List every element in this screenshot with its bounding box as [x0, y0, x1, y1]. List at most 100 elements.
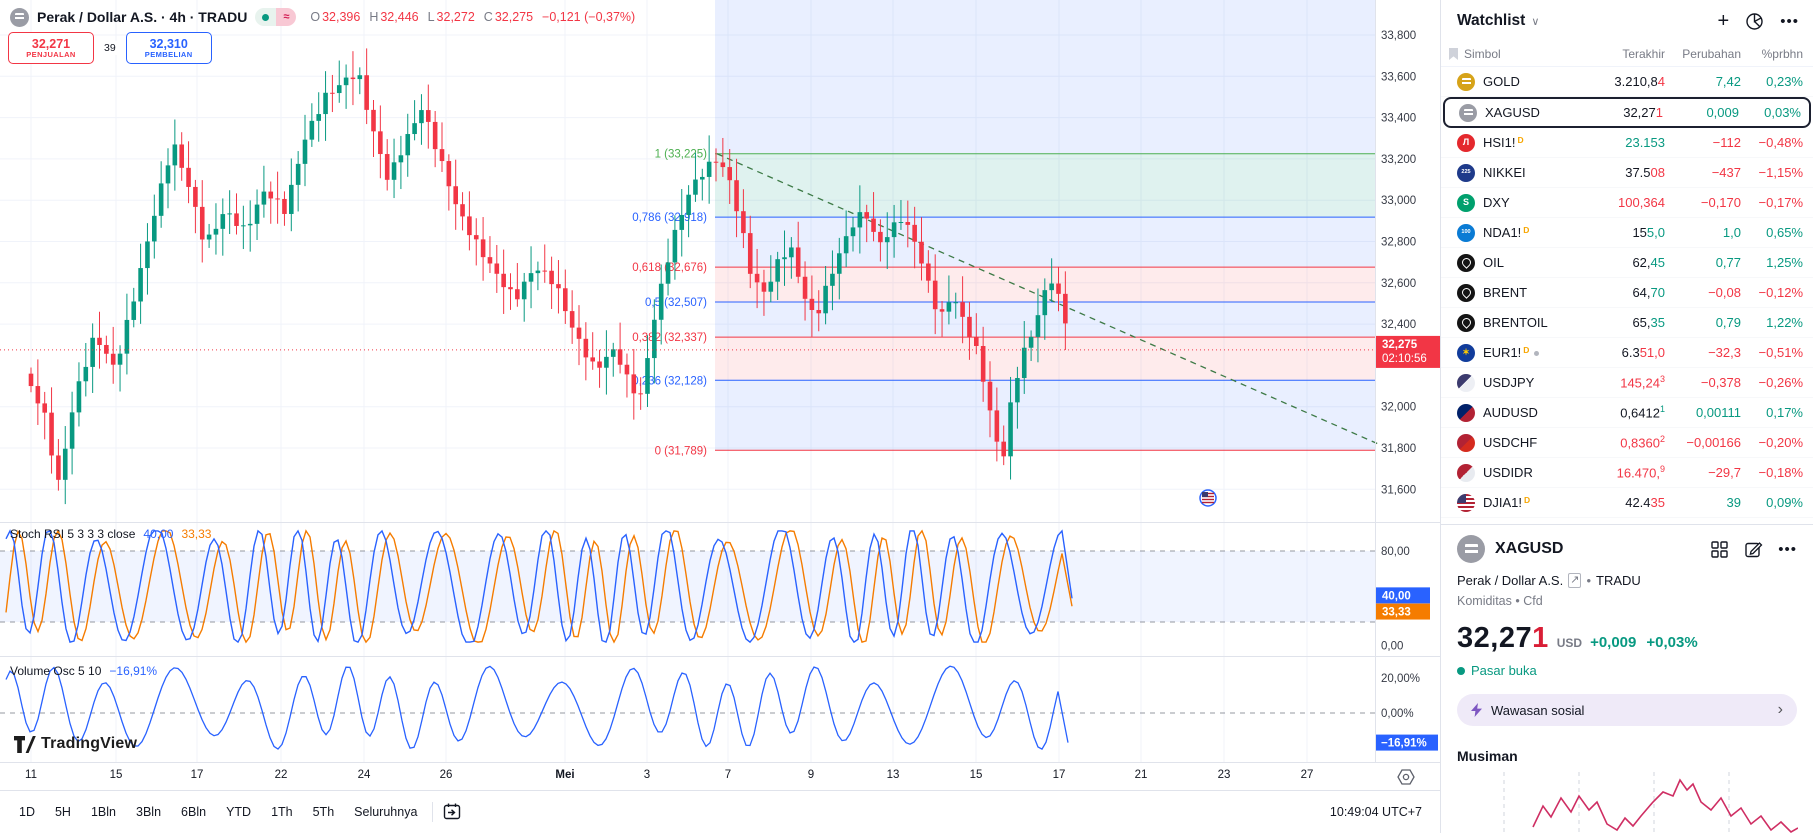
approx-data-icon: ≈ [276, 8, 297, 26]
watchlist-title[interactable]: Watchlist [1457, 12, 1526, 29]
social-insights-button[interactable]: Wawasan sosial › [1457, 694, 1797, 726]
watchlist-row-brent[interactable]: BRENT 64,70 −0,08 −0,12% [1441, 278, 1813, 308]
details-description[interactable]: Perak / Dollar A.S. [1457, 573, 1564, 588]
pct-change-cell: 0,65% [1766, 225, 1803, 240]
range-1d[interactable]: 1D [19, 805, 35, 819]
time-axis-label: 22 [274, 769, 288, 781]
price-tick: 33,800 [1381, 30, 1416, 42]
time-axis-label: 15 [969, 769, 983, 781]
watchlist-menu-icon[interactable]: ••• [1780, 12, 1799, 30]
seasonal-chart[interactable] [1457, 772, 1798, 833]
tradingview-logo[interactable]: TradingView [14, 735, 137, 753]
chart-symbol-title[interactable]: Perak / Dollar A.S. · 4h · TRADU [37, 9, 248, 25]
watchlist-row-hsi1[interactable]: Л HSI1! D 23.153 −112 −0,48% [1441, 128, 1813, 158]
time-axis-label: 26 [439, 769, 453, 781]
buy-button[interactable]: 32,310 PEMBELIAN [125, 32, 212, 64]
trade-buttons: 32,271 PENJUALAN 39 32,310 PEMBELIAN [8, 32, 212, 64]
change-cell: −32,3 [1708, 345, 1741, 360]
watchlist-row-brentoil[interactable]: BRENTOIL 65,35 0,79 1,22% [1441, 308, 1813, 338]
usdchf-icon [1457, 433, 1475, 452]
nda1-icon: 100 [1457, 223, 1475, 242]
heatmap-icon[interactable] [1745, 12, 1764, 31]
chevron-down-icon[interactable]: ∨ [1531, 15, 1540, 28]
pct-change-cell: −0,12% [1758, 285, 1803, 300]
layout-grid-icon[interactable] [1710, 540, 1729, 559]
gold-icon [1457, 72, 1475, 91]
watchlist-row-usdjpy[interactable]: USDJPY 145,243 −0,378 −0,26% [1441, 368, 1813, 398]
watchlist-row-djia1[interactable]: DJIA1! D 42.435 39 0,09% [1441, 488, 1813, 518]
details-symbol[interactable]: XAGUSD [1495, 540, 1564, 557]
range-1bln[interactable]: 1Bln [90, 805, 116, 819]
spread-value: 39 [101, 41, 119, 55]
change-cell: 1,0 [1722, 225, 1741, 240]
stoch-k-value: 40,00 [143, 527, 174, 541]
chart-legend: Perak / Dollar A.S. · 4h · TRADU ≈ O 32,3… [10, 6, 635, 28]
range-1th[interactable]: 1Th [271, 805, 293, 819]
delayed-data-icon: D [1524, 495, 1531, 505]
pct-change-cell: 0,17% [1766, 405, 1803, 420]
eur1-icon: ✶ [1457, 343, 1475, 362]
last-price-cell: 64,70 [1632, 285, 1665, 300]
pct-change-cell: −0,18% [1758, 465, 1803, 480]
last-price-cell: 100,364 [1618, 195, 1665, 210]
range-5th[interactable]: 5Th [312, 805, 335, 819]
range-ytd[interactable]: YTD [226, 805, 252, 819]
lightning-icon [1471, 703, 1482, 717]
edit-note-icon[interactable] [1744, 540, 1763, 559]
fib-level-label: 0 (31,789) [655, 445, 708, 457]
time-axis-label: 15 [109, 769, 123, 781]
watchlist-row-nikkei[interactable]: 225 NIKKEI 37.508 −437 −1,15% [1441, 158, 1813, 188]
low-value: 32,272 [436, 10, 475, 24]
time-axis[interactable]: 11 15 17 22 24 26 Mei 3 7 9 13 15 17 21 23 27 [0, 762, 1440, 791]
volume-osc-value: −16,91% [109, 664, 158, 678]
time-axis-settings-icon[interactable] [1396, 767, 1416, 787]
range-3bln[interactable]: 3Bln [136, 805, 162, 819]
time-axis-label: 24 [357, 769, 371, 781]
watchlist-row-xagusd[interactable]: XAGUSD 32,271 0,009 0,03% [1443, 97, 1811, 128]
last-price-cell: 23.153 [1625, 135, 1665, 150]
last-price-cell: 37.508 [1625, 165, 1665, 180]
stoch-rsi-legend[interactable]: Stoch RSI 5 3 3 3 close 40,00 33,33 [10, 527, 212, 541]
details-menu-icon[interactable]: ••• [1778, 540, 1797, 558]
watchlist-row-usdidr[interactable]: USDIDR 16.470,9 −29,7 −0,18% [1441, 458, 1813, 488]
main-price-chart[interactable]: 1 (33,225)0,786 (32,918)0,618 (32,676)0,… [0, 0, 1440, 522]
market-status-pill[interactable]: ≈ [255, 8, 297, 26]
add-symbol-icon[interactable]: + [1717, 10, 1730, 32]
watchlist-row-oil[interactable]: OIL 62,45 0,77 1,25% [1441, 248, 1813, 278]
time-axis-label: 7 [724, 769, 732, 781]
range-5h[interactable]: 5H [54, 805, 71, 819]
price-tick: 32,600 [1381, 278, 1416, 290]
column-change[interactable]: Perubahan [1682, 47, 1741, 61]
stoch-axis-tick: 80,00 [1381, 546, 1410, 558]
last-price-cell: 3.210,84 [1614, 74, 1665, 89]
hsi1-icon: Л [1457, 133, 1475, 152]
usdidr-icon [1457, 463, 1475, 482]
event-marker-us-flag-icon[interactable] [1199, 489, 1217, 507]
volume-osc-legend[interactable]: Volume Osc 5 10 −16,91% [10, 664, 158, 678]
range-6bln[interactable]: 6Bln [181, 805, 207, 819]
watchlist-row-nda1[interactable]: 100 NDA1! D 155,0 1,0 0,65% [1441, 218, 1813, 248]
watchlist-row-audusd[interactable]: AUDUSD 0,64121 0,00111 0,17% [1441, 398, 1813, 428]
session-clock[interactable]: 10:49:04 UTC+7 [1329, 805, 1422, 819]
watchlist-row-eur1[interactable]: ✶ EUR1! D 6.351,0 −32,3 −0,51% [1441, 338, 1813, 368]
range-seluruhnya[interactable]: Seluruhnya [354, 805, 418, 819]
column-pct[interactable]: %prbhn [1761, 47, 1803, 61]
sell-button[interactable]: 32,271 PENJUALAN [8, 32, 94, 64]
stoch-rsi-pane[interactable]: 80,00 0,00 40,00 33,33 [0, 522, 1440, 657]
dxy-icon: S [1457, 193, 1475, 212]
watchlist-row-usdchf[interactable]: USDCHF 0,83602 −0,00166 −0,20% [1441, 428, 1813, 458]
high-value: 32,446 [380, 10, 419, 24]
watchlist-row-gold[interactable]: GOLD 3.210,84 7,42 0,23% [1441, 67, 1813, 97]
price-tick: 33,000 [1381, 195, 1416, 207]
last-price-cell: 0,64121 [1620, 404, 1665, 421]
column-symbol[interactable]: Simbol [1464, 47, 1501, 61]
go-to-date-icon[interactable] [441, 801, 463, 823]
pct-change-cell: 0,23% [1766, 74, 1803, 89]
watchlist-row-dxy[interactable]: S DXY 100,364 −0,170 −0,17% [1441, 188, 1813, 218]
volume-osc-pane[interactable]: 20,00% 0,00% −16,91% [0, 656, 1440, 763]
brentoil-icon [1457, 313, 1475, 332]
flag-column-icon[interactable] [1449, 48, 1458, 60]
column-last[interactable]: Terakhir [1622, 47, 1665, 61]
external-link-icon[interactable]: ↗ [1568, 573, 1582, 588]
open-value: 32,396 [322, 10, 361, 24]
